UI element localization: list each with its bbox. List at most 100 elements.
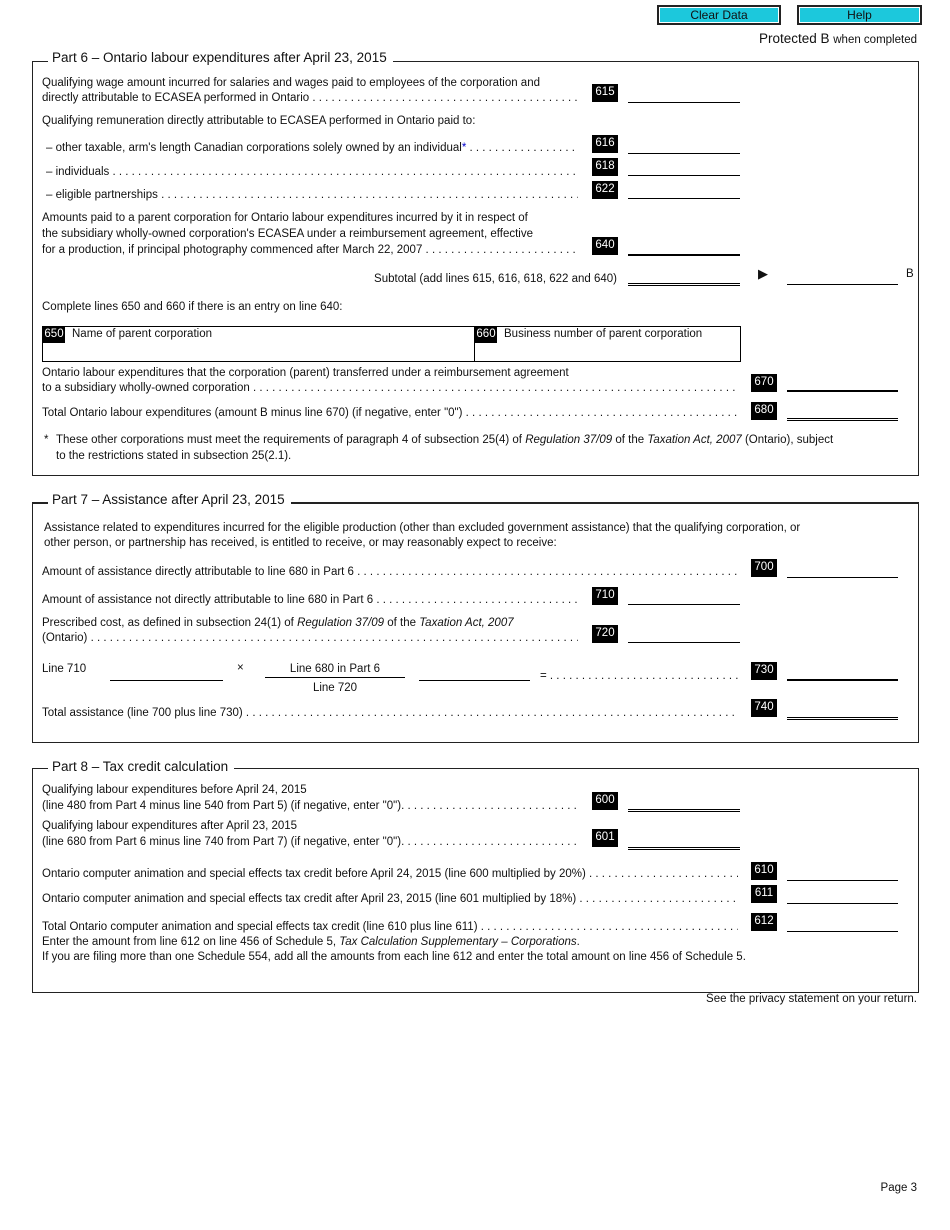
l720-d: Taxation Act, 2007 xyxy=(419,617,514,629)
field-650-parent-name[interactable]: 650 Name of parent corporation xyxy=(42,326,475,362)
page-number: Page 3 xyxy=(880,1182,917,1194)
line640-label-1: Amounts paid to a parent corporation for… xyxy=(42,212,528,224)
equals-sign: = xyxy=(540,670,738,682)
calc-line710-field[interactable] xyxy=(110,668,223,681)
code-616: 616 xyxy=(592,135,618,153)
enter-c: . xyxy=(576,936,580,948)
code-730: 730 xyxy=(751,662,777,680)
code-622: 622 xyxy=(592,181,618,199)
code-600: 600 xyxy=(592,792,618,810)
enter-a: Enter the amount from line 612 on line 4… xyxy=(42,936,340,948)
line660-label: Business number of parent corporation xyxy=(504,328,703,340)
part6-title: Part 6 – Ontario labour expenditures aft… xyxy=(48,50,393,65)
line600-label-1: Qualifying labour expenditures before Ap… xyxy=(42,784,307,796)
field-amount-b[interactable] xyxy=(787,272,898,285)
line680-label: Total Ontario labour expenditures (amoun… xyxy=(42,407,738,419)
amount-b-label: B xyxy=(906,268,914,280)
field-670[interactable] xyxy=(787,378,898,392)
field-700[interactable] xyxy=(787,565,898,578)
line670-label-2: to a subsidiary wholly-owned corporation xyxy=(42,382,738,394)
part7-section xyxy=(32,502,919,743)
code-740: 740 xyxy=(751,699,777,717)
field-680[interactable] xyxy=(787,406,898,421)
assistance-intro-1: Assistance related to expenditures incur… xyxy=(44,522,801,534)
code-611: 611 xyxy=(751,885,777,903)
field-611[interactable] xyxy=(787,891,898,904)
subtotal-label: Subtotal (add lines 615, 616, 618, 622 a… xyxy=(374,273,617,285)
protected-label: Protected B when completed xyxy=(759,31,917,46)
asterisk: * xyxy=(461,142,467,154)
filing-instruction: If you are filing more than one Schedule… xyxy=(42,951,746,963)
field-660-business-number[interactable]: 660 Business number of parent corporatio… xyxy=(474,326,741,362)
fn-a: These other corporations must meet the r… xyxy=(56,434,526,446)
field-710[interactable] xyxy=(628,592,740,605)
code-612: 612 xyxy=(751,913,777,931)
field-601[interactable] xyxy=(628,835,740,850)
footnote-line-2: to the restrictions stated in subsection… xyxy=(56,450,292,462)
line640-label-3: for a production, if principal photograp… xyxy=(42,244,578,256)
field-616[interactable] xyxy=(628,141,740,154)
line622-label: – eligible partnerships xyxy=(46,189,578,201)
line611-label: Ontario computer animation and special e… xyxy=(42,893,738,905)
field-740[interactable] xyxy=(787,705,898,720)
fraction-denominator: Line 720 xyxy=(312,682,358,694)
protected-text: Protected B xyxy=(758,31,830,46)
l720-b: Regulation 37/09 xyxy=(297,617,385,629)
field-600[interactable] xyxy=(628,797,740,812)
line670-label-1: Ontario labour expenditures that the cor… xyxy=(42,367,569,379)
field-612[interactable] xyxy=(787,919,898,932)
line610-label: Ontario computer animation and special e… xyxy=(42,868,738,880)
code-680: 680 xyxy=(751,402,777,420)
calc-line710-label: Line 710 xyxy=(42,663,87,675)
footnote-line-1: These other corporations must meet the r… xyxy=(56,434,833,446)
code-650: 650 xyxy=(43,327,65,343)
assistance-intro-2: other person, or partnership has receive… xyxy=(44,537,557,549)
complete-instructions: Complete lines 650 and 660 if there is a… xyxy=(42,301,343,313)
line612-label: Total Ontario computer animation and spe… xyxy=(42,921,738,933)
field-720[interactable] xyxy=(628,630,740,643)
line740-label: Total assistance (line 700 plus line 730… xyxy=(42,707,738,719)
line618-label: – individuals xyxy=(46,166,578,178)
line720-label-1: Prescribed cost, as defined in subsectio… xyxy=(42,617,514,629)
part7-title: Part 7 – Assistance after April 23, 2015 xyxy=(48,492,291,507)
line650-label: Name of parent corporation xyxy=(72,328,212,340)
fn-b: Regulation 37/09 xyxy=(525,434,613,446)
l720-a: Prescribed cost, as defined in subsectio… xyxy=(42,617,298,629)
code-710: 710 xyxy=(592,587,618,605)
field-730[interactable] xyxy=(787,667,898,681)
line600-label-2: (line 480 from Part 4 minus line 540 fro… xyxy=(42,800,578,812)
fraction-numerator: Line 680 in Part 6 xyxy=(265,663,405,678)
line616-label: – other taxable, arm's length Canadian c… xyxy=(46,142,578,154)
footnote-asterisk: * xyxy=(44,434,49,446)
line640-label-2: the subsidiary wholly-owned corporation'… xyxy=(42,228,533,240)
help-button[interactable]: Help xyxy=(797,5,922,25)
part8-section xyxy=(32,768,919,993)
code-640: 640 xyxy=(592,237,618,255)
line720-label-2: (Ontario) xyxy=(42,632,578,644)
fn-e: (Ontario), subject xyxy=(741,434,834,446)
code-601: 601 xyxy=(592,829,618,847)
part6-section xyxy=(32,61,919,476)
line601-label-1: Qualifying labour expenditures after Apr… xyxy=(42,820,298,832)
field-618[interactable] xyxy=(628,163,740,176)
code-618: 618 xyxy=(592,158,618,176)
code-660: 660 xyxy=(475,327,497,343)
fn-c: of the xyxy=(612,434,648,446)
field-622[interactable] xyxy=(628,186,740,199)
field-615[interactable] xyxy=(628,90,740,103)
l720-c: of the xyxy=(384,617,420,629)
line710-label: Amount of assistance not directly attrib… xyxy=(42,594,578,606)
part8-title: Part 8 – Tax credit calculation xyxy=(48,759,235,774)
code-670: 670 xyxy=(751,374,777,392)
field-610[interactable] xyxy=(787,868,898,881)
field-subtotal[interactable] xyxy=(628,271,740,286)
code-610: 610 xyxy=(751,862,777,880)
multiply-sign: × xyxy=(237,662,244,674)
calc-ratio-field[interactable] xyxy=(419,668,530,681)
line615-label-2: directly attributable to ECASEA performe… xyxy=(42,92,578,104)
line700-label: Amount of assistance directly attributab… xyxy=(42,566,738,578)
clear-data-button[interactable]: Clear Data xyxy=(657,5,781,25)
field-640[interactable] xyxy=(628,242,740,256)
line601-label-2: (line 680 from Part 6 minus line 740 fro… xyxy=(42,836,578,848)
